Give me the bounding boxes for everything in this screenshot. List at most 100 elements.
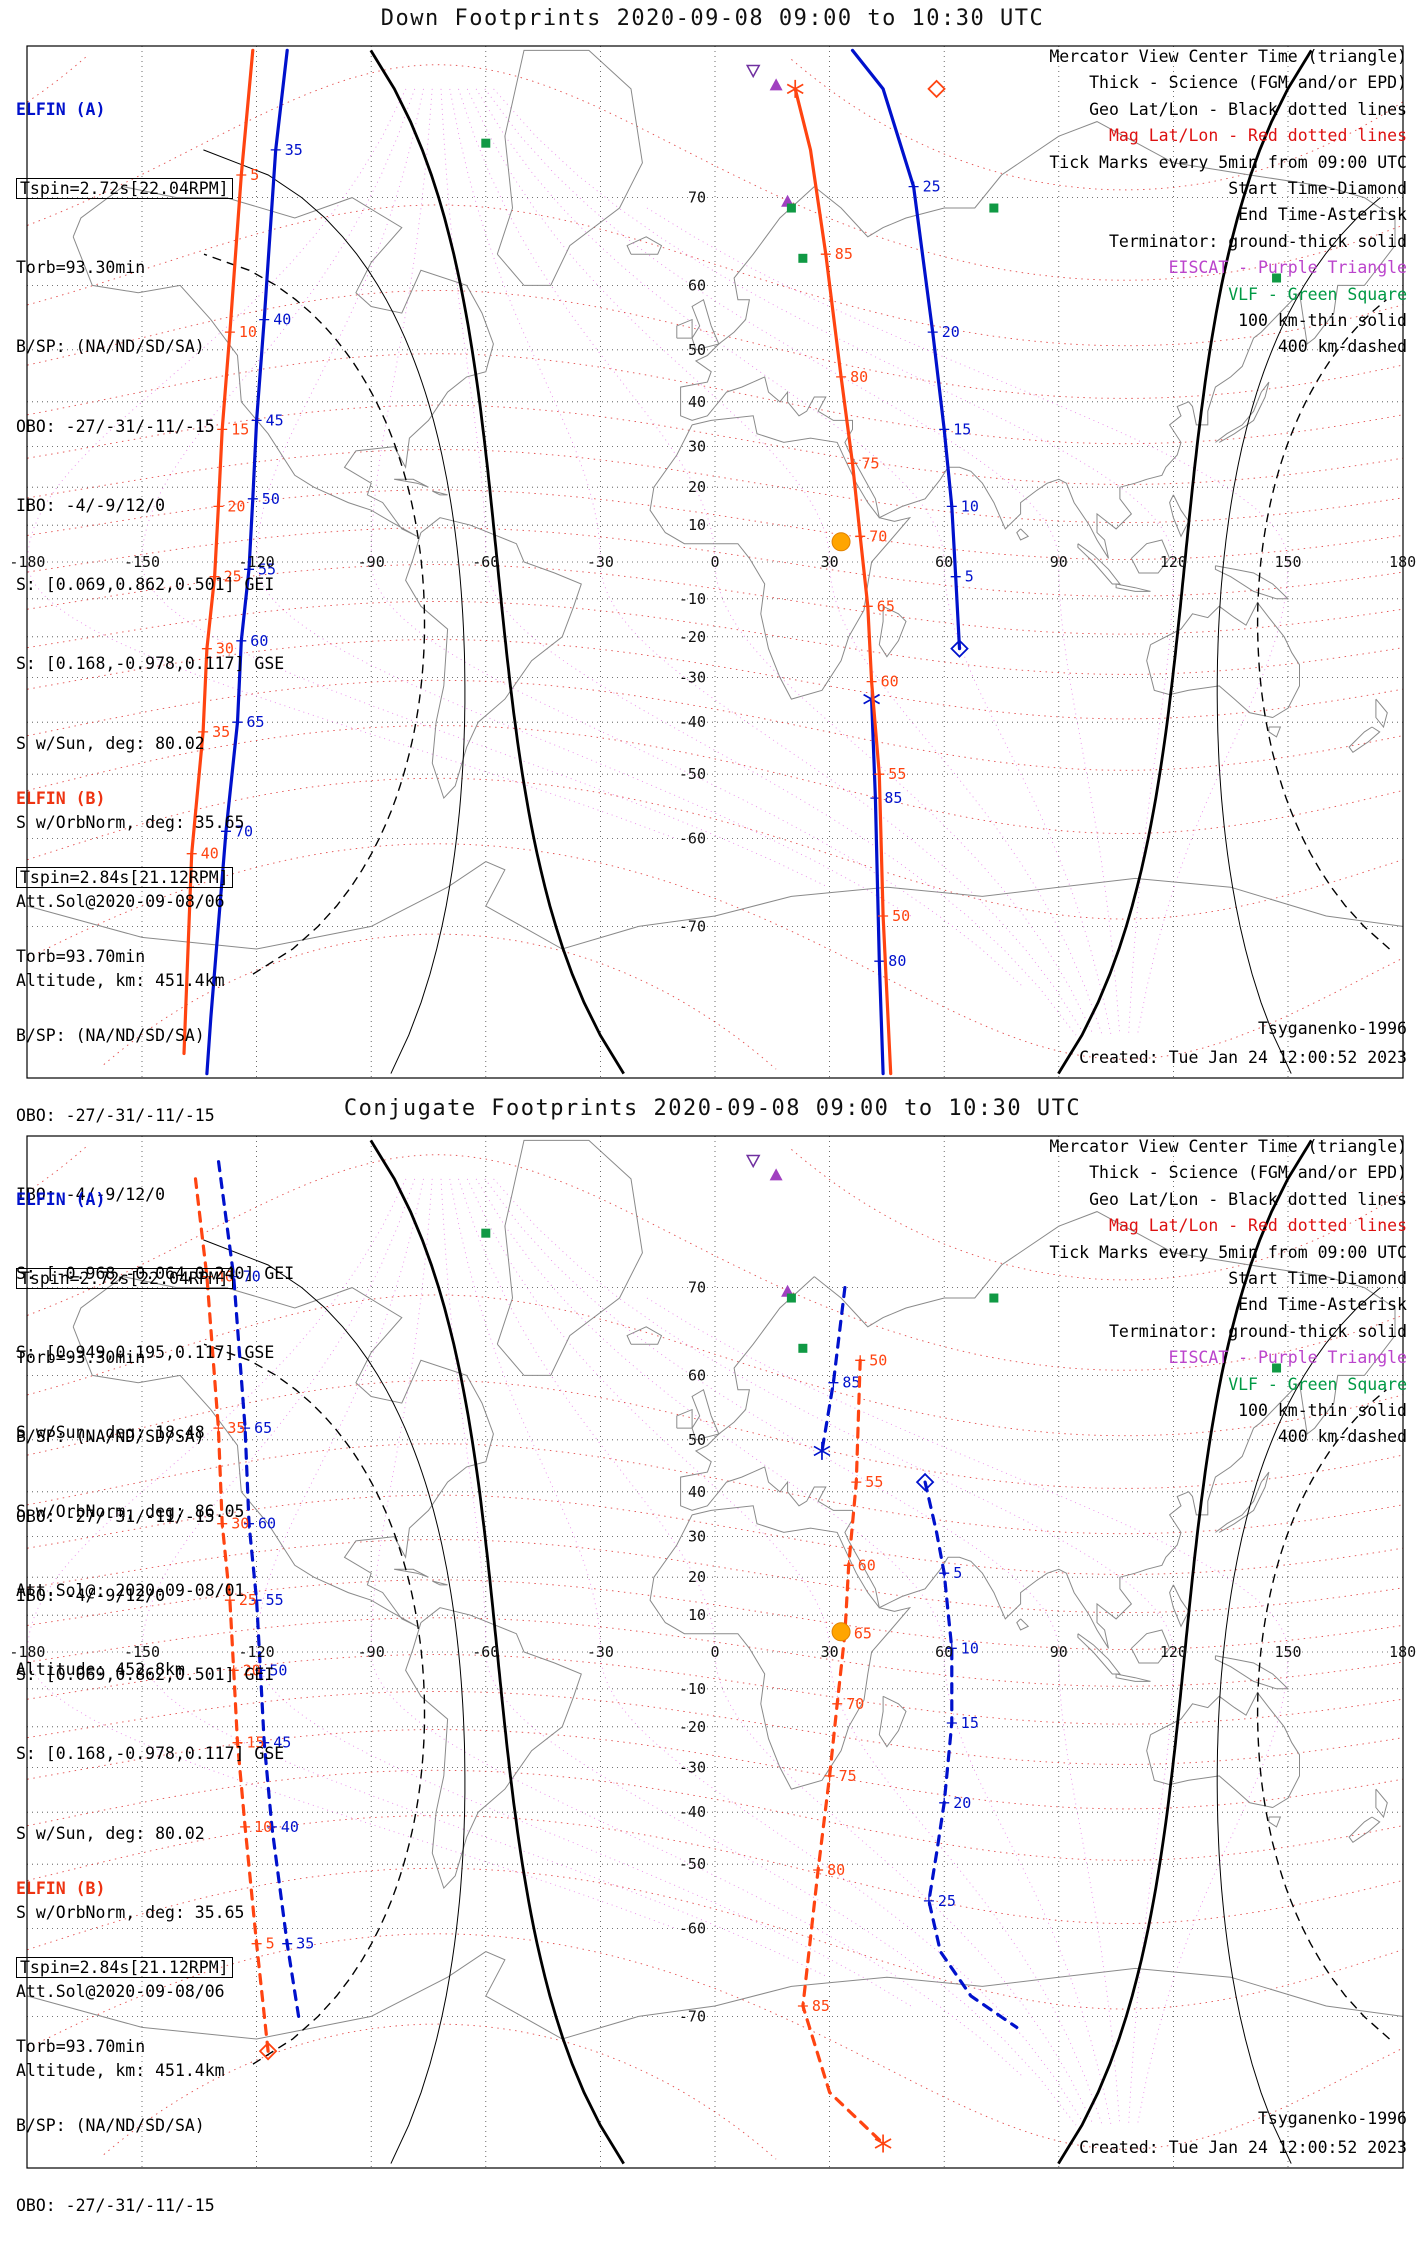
time-tick-label: 40 — [201, 845, 219, 863]
panel-title-conjugate: Conjugate Footprints 2020-09-08 09:00 to… — [343, 1096, 1082, 1121]
elfin-b-track: 5 10 15 20 25 30 35 40 50 55 60 65 70 75 80 85 — [193, 1177, 892, 2153]
time-tick — [244, 564, 254, 575]
time-tick-label: 20 — [227, 497, 245, 515]
coastline — [1375, 1788, 1388, 1819]
time-tick — [259, 1737, 270, 1748]
coastline — [1169, 494, 1190, 538]
lat-label: -30 — [679, 668, 706, 686]
coastline — [1130, 1629, 1171, 1664]
map-legend: Mercator View Center Time (triangle) Thi… — [1049, 44, 1407, 361]
end-asterisk-marker — [786, 79, 804, 98]
lat-label: 10 — [688, 516, 706, 534]
legend-line: 400 km-dashed — [1277, 337, 1407, 357]
time-tick — [855, 1355, 866, 1366]
time-tick-label: 25 — [938, 1892, 956, 1910]
time-tick — [228, 1665, 239, 1676]
terminator-0km — [1057, 1139, 1313, 2165]
coastline — [1375, 698, 1388, 729]
legend-line: VLF - Green Square — [1228, 1374, 1407, 1394]
terminator-100km — [1216, 197, 1381, 1074]
elfin-b-info-block: ELFIN (B) Tspin=2.84s[21.12RPM] Torb=93.… — [16, 1823, 294, 2250]
coastline — [1214, 1655, 1290, 1690]
time-tick-label: 50 — [892, 907, 910, 925]
terminator-400km — [203, 1343, 426, 2065]
time-tick-label: 60 — [250, 632, 268, 650]
info-line: Altitude, km: 451.4km — [16, 2061, 225, 2081]
time-tick-label: 10 — [961, 1639, 979, 1657]
elfin-b-header: ELFIN (B) — [16, 788, 106, 808]
time-tick — [201, 1271, 212, 1282]
time-tick — [908, 181, 919, 192]
time-tick — [874, 769, 885, 780]
lon-label: 90 — [1050, 1643, 1068, 1661]
time-tick — [843, 1560, 854, 1571]
lon-label: -150 — [124, 553, 160, 571]
time-tick — [201, 643, 212, 654]
time-tick — [224, 327, 235, 338]
map-frame — [26, 1135, 1404, 2169]
info-line: OBO: -27/-31/-11/-15 — [16, 1506, 215, 1526]
time-tick-label: 20 — [942, 323, 960, 341]
coastline — [676, 318, 693, 339]
mag-meridian-grid — [26, 88, 1289, 1036]
time-tick — [836, 371, 847, 382]
time-tick-label: 60 — [858, 1556, 876, 1574]
time-tick-label: 15 — [961, 1714, 979, 1732]
legend-line: Terminator: ground-thick solid — [1108, 231, 1407, 251]
info-line: S w/Sun, deg: 18.48 — [16, 1422, 205, 1442]
coastline — [432, 490, 448, 496]
coastline — [680, 121, 1396, 559]
time-tick — [946, 501, 957, 512]
coastline — [1146, 601, 1300, 719]
time-tick-label: 35 — [296, 1935, 314, 1953]
time-tick-label: 75 — [839, 1767, 857, 1785]
info-line: S: [-0.968,-0.064,0.240] GEI — [16, 1264, 295, 1284]
time-tick — [236, 635, 247, 646]
legend-line: Mercator View Center Time (triangle) — [1049, 1137, 1407, 1156]
time-tick — [820, 249, 831, 260]
lat-label: 60 — [688, 276, 706, 294]
legend-line: EISCAT - Purple Triangle — [1168, 1348, 1407, 1368]
terminator-0km — [369, 49, 625, 1075]
start-diamond-marker — [950, 639, 969, 658]
coastline — [680, 1211, 1396, 1649]
info-line: B/SP: (NA/ND/SD/SA) — [16, 2116, 205, 2136]
vlf-square-marker — [786, 203, 796, 213]
vlf-square-marker — [481, 1228, 491, 1238]
elfin-b-header: ELFIN (B) — [16, 1878, 106, 1898]
info-line: IBO: -4/-9/12/0 — [16, 1184, 166, 1204]
time-tick — [228, 1271, 239, 1282]
vlf-square-marker — [1272, 1363, 1282, 1373]
coastline — [27, 861, 1403, 950]
time-tick-label: 85 — [884, 789, 902, 807]
lat-label: -60 — [679, 1920, 706, 1938]
lat-label: -50 — [679, 765, 706, 783]
info-line: S: [0.168,-0.978,0.117] GSE — [16, 654, 285, 674]
lat-label: -10 — [679, 1680, 706, 1698]
time-tick — [939, 1797, 950, 1808]
track-segment — [193, 1177, 270, 2053]
created-timestamp: Created: Tue Jan 24 12:00:52 2023 — [1079, 2138, 1407, 2157]
start-diamond-marker — [927, 79, 946, 99]
terminator-400km — [1256, 299, 1390, 950]
info-line: Altitude: 452.8km — [16, 1660, 185, 1680]
info-line: Tspin=2.72s[22.04RPM] — [16, 176, 284, 202]
info-line: S: [0.069,0.862,0.501] GEI — [16, 1665, 275, 1685]
time-tick — [878, 911, 889, 921]
terminator-0km — [1057, 49, 1313, 1075]
elfin-b-track: 5 10 15 20 25 30 35 40 50 55 60 65 70 75 80 85 — [182, 48, 946, 1076]
eiscat-triangle-marker — [769, 78, 783, 91]
time-tick — [797, 2001, 808, 2011]
time-tick-label: 55 — [258, 560, 276, 578]
time-tick — [946, 1643, 957, 1654]
vlf-square-marker — [786, 1293, 796, 1303]
coastline — [1214, 565, 1290, 600]
lon-label: -90 — [358, 553, 385, 571]
lon-label: -30 — [587, 553, 614, 571]
time-tick-label: 35 — [285, 141, 303, 159]
time-tick — [240, 1423, 251, 1434]
panel-conjugate-map: 5 10 15 20 25 35 40 45 50 55 60 65 70 85 5 10 15 20 25 30 35… — [9, 1135, 1416, 2169]
coastline — [1146, 1691, 1300, 1809]
lon-label: -120 — [239, 553, 275, 571]
lon-label: -60 — [472, 1643, 499, 1661]
